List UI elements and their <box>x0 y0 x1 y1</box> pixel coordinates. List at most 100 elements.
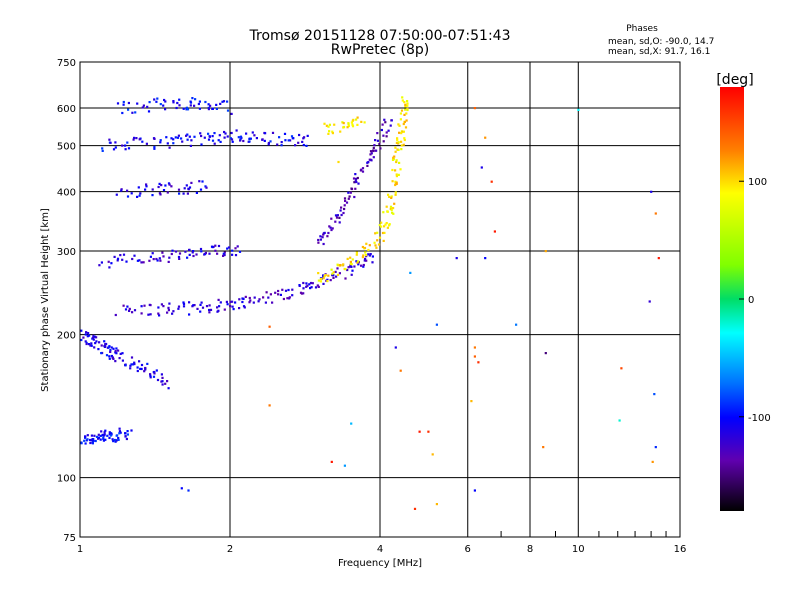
data-point <box>353 181 356 184</box>
data-point <box>104 429 107 432</box>
data-point <box>142 104 145 107</box>
data-point <box>119 352 122 355</box>
data-point <box>185 134 188 137</box>
data-point <box>138 360 141 363</box>
data-point <box>355 253 358 256</box>
data-point <box>116 102 120 105</box>
data-point <box>140 363 144 367</box>
data-point <box>132 363 135 366</box>
x-tick-labels: 1 2 4 6 8 10 16 <box>77 544 687 555</box>
data-point <box>281 288 284 291</box>
data-point <box>395 181 398 184</box>
data-point <box>380 221 383 224</box>
data-point <box>326 280 329 283</box>
data-point <box>118 432 121 435</box>
data-point <box>370 152 373 155</box>
data-point <box>130 429 133 432</box>
data-point <box>182 305 186 308</box>
data-point <box>302 281 305 285</box>
data-point <box>363 246 367 250</box>
data-point <box>380 128 383 132</box>
data-point <box>334 270 337 273</box>
data-point <box>140 312 143 315</box>
data-point <box>297 141 300 144</box>
data-point <box>143 304 146 307</box>
data-point <box>186 108 190 111</box>
data-point <box>194 98 197 101</box>
data-point <box>371 261 374 264</box>
data-point <box>221 100 224 103</box>
data-point <box>321 236 324 239</box>
data-point <box>404 108 407 111</box>
data-point <box>164 184 167 187</box>
data-point <box>190 139 193 142</box>
data-point <box>109 350 112 353</box>
data-point <box>317 285 320 288</box>
data-point <box>223 253 226 257</box>
data-point <box>203 136 206 139</box>
data-point <box>87 343 91 346</box>
data-point <box>339 130 342 133</box>
data-point <box>172 101 175 104</box>
data-point <box>384 223 387 226</box>
data-point <box>182 192 185 195</box>
data-point <box>148 259 151 262</box>
data-point <box>249 137 252 140</box>
data-point <box>274 291 277 294</box>
data-point <box>200 301 203 304</box>
data-point <box>104 438 107 441</box>
data-point <box>340 206 343 209</box>
data-point <box>395 160 398 164</box>
data-point <box>223 130 226 134</box>
data-point <box>143 370 146 373</box>
data-point <box>80 329 83 332</box>
data-point <box>397 141 400 144</box>
data-point <box>354 187 357 190</box>
data-point <box>334 214 338 217</box>
data-point <box>231 300 234 303</box>
data-point <box>406 108 409 112</box>
data-point <box>153 98 156 101</box>
data-point <box>219 301 222 304</box>
data-point <box>331 132 334 135</box>
data-point <box>322 277 325 280</box>
chart-title: Tromsø 20151128 07:50:00-07:51:43 <box>249 28 511 44</box>
data-point <box>402 122 405 126</box>
data-point <box>241 300 244 304</box>
data-point <box>349 265 352 268</box>
data-point <box>337 160 340 164</box>
data-point <box>149 373 152 376</box>
data-point <box>310 286 313 289</box>
data-point <box>95 435 99 438</box>
data-point <box>308 283 311 286</box>
data-point <box>170 185 173 188</box>
data-point <box>395 173 398 176</box>
grid-lines <box>80 62 680 537</box>
data-point <box>162 255 165 258</box>
data-point <box>160 373 163 376</box>
data-point <box>155 100 158 103</box>
data-point <box>383 231 386 234</box>
data-point <box>242 305 246 308</box>
data-point <box>125 260 128 263</box>
data-point <box>209 308 213 311</box>
data-point <box>133 254 136 257</box>
data-point <box>287 139 290 142</box>
data-point <box>85 331 88 334</box>
data-point <box>201 180 204 183</box>
data-point <box>187 489 190 492</box>
data-point <box>116 257 120 260</box>
data-point <box>346 126 349 129</box>
data-point <box>305 285 308 288</box>
data-point <box>403 120 406 123</box>
data-point <box>113 255 116 258</box>
data-point <box>653 393 656 396</box>
data-point <box>397 173 400 176</box>
data-point <box>302 292 305 295</box>
data-point <box>291 288 294 291</box>
data-point <box>217 298 220 301</box>
data-point <box>389 205 393 208</box>
data-point <box>317 238 320 242</box>
data-point <box>188 253 191 256</box>
data-point <box>226 247 229 250</box>
